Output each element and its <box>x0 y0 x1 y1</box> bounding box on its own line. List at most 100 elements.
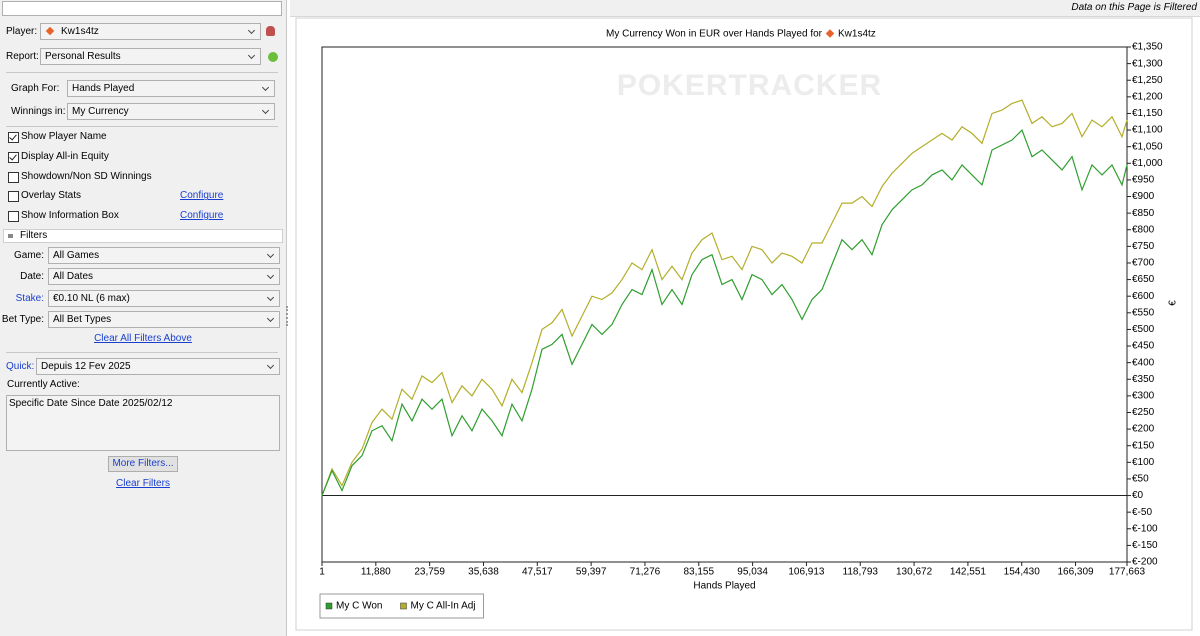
x-tick-label: 1 <box>319 567 325 578</box>
x-tick-label: 71,276 <box>630 567 661 578</box>
scrollbar <box>266 397 278 449</box>
checkbox[interactable] <box>8 191 19 203</box>
sidebar: Player: Kw1s4tz Report: Personal Results Gra… <box>0 0 288 636</box>
y-tick-label: €1,350 <box>1132 42 1163 53</box>
filters-toggle[interactable] <box>8 234 13 238</box>
x-tick-label: 106,913 <box>788 567 825 578</box>
quick-label[interactable]: Quick: <box>6 361 35 372</box>
option-label: Display All-in Equity <box>21 150 109 162</box>
series-line <box>321 99 1128 496</box>
separator <box>6 126 278 127</box>
y-tick-label: €0 <box>1132 490 1144 501</box>
y-tick-label: €500 <box>1132 324 1155 335</box>
filters-header <box>3 229 283 243</box>
y-tick-label: €100 <box>1132 457 1155 468</box>
winnings-in-combo[interactable]: My Currency <box>67 103 275 120</box>
graph-for-label: Graph For: <box>11 83 60 94</box>
option-label: Overlay Stats <box>21 190 82 202</box>
y-tick-label: €150 <box>1132 440 1155 451</box>
y-tick-label: €900 <box>1132 191 1155 202</box>
configure-link[interactable]: Configure <box>180 210 224 222</box>
x-tick-label: 47,517 <box>522 567 553 578</box>
title-player: Kw1s4tz <box>838 29 876 40</box>
chart-title: My Currency Won in EUR over Hands Played… <box>606 29 823 40</box>
search-box[interactable] <box>2 1 282 16</box>
active-box <box>6 395 280 451</box>
top-bar <box>290 0 1200 17</box>
filter-label: Game: <box>13 250 44 261</box>
check-mark <box>9 152 17 161</box>
filter-notice: Data on this Page is Filtered <box>1071 2 1197 13</box>
x-tick-label: 23,759 <box>414 567 445 578</box>
graph-for-combo[interactable]: Hands Played <box>67 80 275 97</box>
legend-label: My C All-In Adj <box>411 601 476 612</box>
chart: My Currency Won in EUR over Hands Played… <box>295 17 1193 631</box>
y-tick-label: €1,200 <box>1132 91 1163 102</box>
report-ok-icon <box>268 52 278 62</box>
y-tick-label: €1,100 <box>1132 125 1163 136</box>
quick-combo[interactable]: Depuis 12 Fev 2025 <box>36 358 280 375</box>
player-manage-icon[interactable] <box>266 26 275 36</box>
option-label: Show Information Box <box>21 210 119 222</box>
plot-area <box>321 46 1128 563</box>
filters-title: Filters <box>20 230 48 241</box>
y-tick-label: €250 <box>1132 407 1155 418</box>
x-tick-label: 118,793 <box>843 567 879 578</box>
y-tick-label: €-200 <box>1132 557 1158 568</box>
separator <box>6 352 278 353</box>
x-tick-label: 59,397 <box>576 567 607 578</box>
active-label: Currently Active: <box>7 379 80 390</box>
y-tick-label: €-100 <box>1132 523 1158 534</box>
filter-combo[interactable]: All Bet Types <box>48 310 280 328</box>
x-tick-label: 142,551 <box>950 567 987 578</box>
more-filters-button[interactable]: More Filters... <box>108 456 178 472</box>
y-tick-label: €1,250 <box>1132 75 1163 86</box>
active-text: Specific Date Since Date 2025/02/12 <box>9 398 173 409</box>
y-tick-label: €550 <box>1132 307 1155 318</box>
legend-swatch <box>400 602 407 610</box>
filter-label: Bet Type: <box>1 313 44 325</box>
y-tick-label: €650 <box>1132 274 1155 285</box>
checkbox[interactable] <box>8 171 19 183</box>
y-tick-label: €700 <box>1132 258 1155 269</box>
x-tick-label: 166,309 <box>1057 567 1094 578</box>
filter-combo[interactable]: All Games <box>48 247 280 264</box>
filter-label[interactable]: Stake: <box>15 292 44 304</box>
chart-frame <box>295 17 1193 631</box>
y-tick-label: €950 <box>1132 175 1155 186</box>
checkbox[interactable] <box>8 211 19 223</box>
checkbox[interactable] <box>8 132 19 143</box>
x-tick-label: 35,638 <box>468 567 499 578</box>
report-combo[interactable]: Personal Results <box>40 48 261 65</box>
option-label: Show Player Name <box>21 131 107 142</box>
y-tick-label: €450 <box>1132 341 1155 352</box>
clear-above-link[interactable]: Clear All Filters Above <box>94 333 192 344</box>
legend-box <box>319 593 485 619</box>
player-label: Player: <box>6 26 38 37</box>
watermark: POKERTRACKER <box>617 69 882 102</box>
filter-combo[interactable]: €0.10 NL (6 max) <box>48 289 280 307</box>
y-tick-label: €1,000 <box>1132 158 1163 169</box>
player-combo[interactable]: Kw1s4tz <box>40 23 261 40</box>
filter-combo[interactable]: All Dates <box>48 268 280 286</box>
y-tick-label: €1,050 <box>1132 141 1163 152</box>
x-tick-label: 130,672 <box>896 567 933 578</box>
x-axis-label: Hands Played <box>693 581 755 592</box>
x-tick-label: 154,430 <box>1004 567 1041 578</box>
option-label: Showdown/Non SD Winnings <box>21 170 152 182</box>
y-axis-label: € <box>1168 300 1179 306</box>
configure-link[interactable]: Configure <box>180 190 224 202</box>
clear-filters-link[interactable]: Clear Filters <box>116 478 170 489</box>
x-tick-label: 11,880 <box>361 567 391 578</box>
filter-label: Date: <box>20 271 44 283</box>
legend-label: My C Won <box>336 601 383 612</box>
x-tick-label: 177,663 <box>1109 567 1146 578</box>
checkbox[interactable] <box>8 151 19 163</box>
winnings-in-label: Winnings in: <box>11 106 66 117</box>
chart-panel: Data on this Page is Filtered My Currenc… <box>290 0 1200 636</box>
y-tick-label: €300 <box>1132 391 1155 402</box>
x-tick-label: 95,034 <box>737 567 768 578</box>
series-line <box>321 128 1128 496</box>
y-tick-label: €850 <box>1132 208 1155 219</box>
